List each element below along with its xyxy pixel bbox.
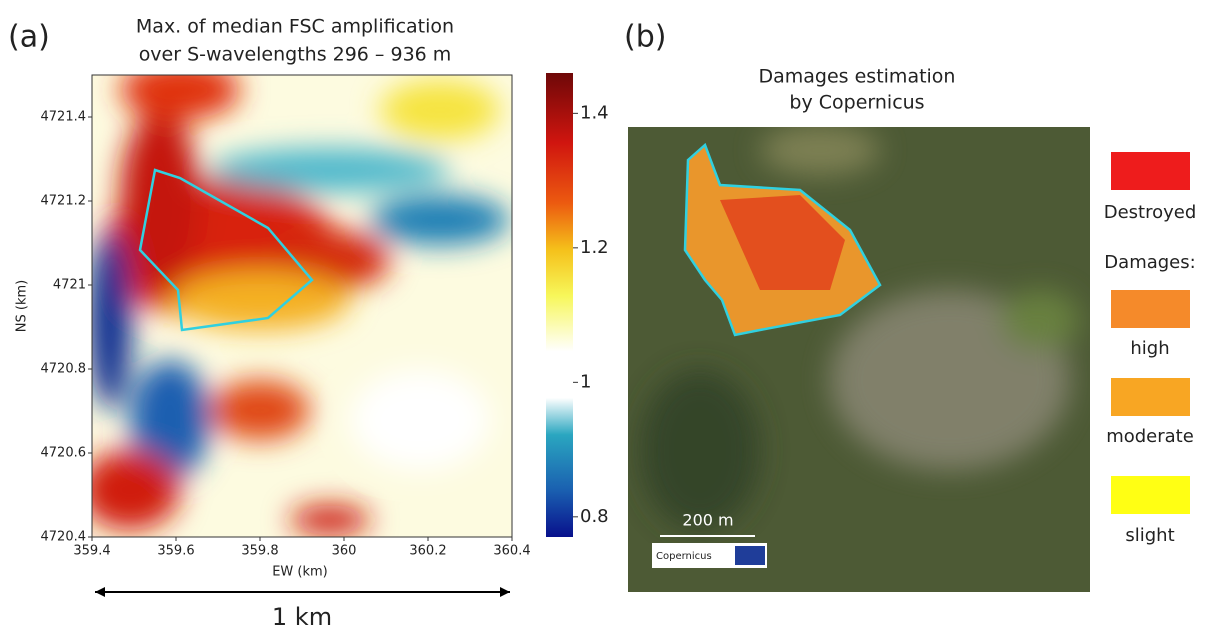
figure: (a) Max. of median FSC amplification ove… (0, 0, 1220, 632)
x-axis-label: EW (km) (272, 565, 328, 580)
y-axis-label: NS (km) (15, 280, 30, 332)
colorbar-tick-label: 1.4 (580, 102, 609, 123)
legend-header: Damages: (1104, 252, 1195, 273)
y-tick-label: 4720.4 (41, 530, 87, 545)
x-tick-label: 359.4 (73, 544, 110, 559)
x-tick-label: 360.2 (409, 544, 446, 559)
x-tick-label: 359.8 (241, 544, 278, 559)
panel-title: Damages estimation (759, 66, 956, 88)
heatmap (80, 60, 512, 537)
x-tick-label: 360.4 (493, 544, 530, 559)
logo: Copernicus (656, 551, 712, 562)
panel-label: (a) (8, 20, 50, 55)
scale-label: 200 m (682, 511, 733, 530)
colorbar-tick-label: 1.2 (580, 237, 609, 258)
legend-label: high (1130, 338, 1169, 359)
y-tick-label: 4720.8 (41, 362, 87, 377)
y-tick-label: 4721 (53, 278, 86, 293)
legend-swatch (1111, 152, 1190, 190)
legend-label: moderate (1106, 426, 1194, 447)
chart-title: over S-wavelengths 296 – 936 m (139, 44, 452, 66)
legend-swatch (1111, 290, 1190, 328)
legend-label: slight (1125, 525, 1174, 546)
y-tick-label: 4721.2 (41, 194, 87, 209)
panel-label: (b) (624, 20, 666, 55)
y-tick-label: 4721.4 (41, 110, 87, 125)
colorbar-tick-label: 0.8 (580, 506, 609, 527)
x-tick-label: 359.6 (157, 544, 194, 559)
colorbar-tick-label: 1 (580, 371, 591, 392)
panel-title: by Copernicus (789, 92, 924, 114)
scale-label: 1 km (272, 603, 332, 631)
legend-swatch (1111, 476, 1190, 514)
colorbar (546, 73, 573, 537)
legend-swatch (1111, 378, 1190, 416)
chart-title: Max. of median FSC amplification (136, 16, 454, 38)
x-tick-label: 360 (332, 544, 357, 559)
legend-label: Destroyed (1104, 202, 1197, 223)
y-tick-label: 4720.6 (41, 446, 87, 461)
